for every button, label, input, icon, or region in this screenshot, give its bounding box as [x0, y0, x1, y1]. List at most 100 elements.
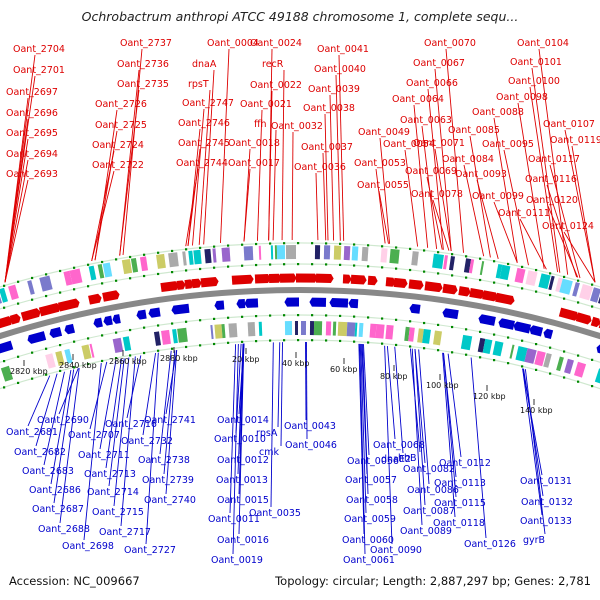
- forward-gene-label: dnaA: [192, 59, 217, 70]
- feature-block: [0, 296, 3, 304]
- ring-dot: [213, 342, 216, 346]
- ring-dot: [87, 362, 90, 366]
- ring-dot: [227, 341, 230, 344]
- reverse-gene-arrow: [329, 298, 349, 308]
- reverse-gene-label: Oant_0035: [249, 508, 301, 519]
- ring-dot: [59, 369, 62, 373]
- forward-gene-arrow: [38, 302, 61, 317]
- forward-label-connector: [94, 109, 118, 261]
- reverse-gene-label: Oant_0086: [407, 485, 459, 496]
- genome-summary-text: Topology: circular; Length: 2,887,297 bp…: [275, 574, 591, 588]
- ring-dot: [465, 353, 468, 356]
- reverse-label-connector: [524, 369, 546, 535]
- reverse-gene-label: Oant_0014: [217, 415, 269, 426]
- reverse-gene-label: Oant_0019: [211, 555, 263, 566]
- forward-gene-label: Oant_0098: [496, 92, 548, 103]
- reverse-gene-label: Oant_0015: [217, 495, 269, 506]
- ring-dot: [451, 325, 454, 329]
- ring-dot: [171, 249, 174, 253]
- ring-dot: [297, 242, 300, 245]
- scale-ticks: 2820 kbp 2840 kbp 2860 kbp 2880 kbp 20 kbp 40…: [10, 347, 553, 415]
- forward-label-connector: [122, 48, 143, 256]
- forward-gene-label: Oant_0078: [411, 189, 463, 200]
- feature-block: [160, 329, 171, 345]
- ring-dot: [115, 331, 118, 334]
- forward-gene-label: Oant_0054: [383, 139, 435, 150]
- feature-block: [573, 361, 587, 378]
- reverse-gene-label: Oant_0058: [346, 495, 398, 506]
- ring-dot: [73, 340, 76, 343]
- reverse-gene-label: Oant_0068: [373, 440, 425, 451]
- forward-label-connector: [291, 131, 294, 241]
- feature-block: [177, 327, 188, 343]
- ring-dot: [269, 339, 272, 342]
- ring-dot: [381, 342, 384, 345]
- feature-block: [313, 321, 323, 336]
- ring-dot: [451, 253, 454, 256]
- ring-dot: [479, 330, 482, 333]
- feature-block: [55, 350, 65, 366]
- reverse-gene-label: Oant_2715: [92, 507, 144, 518]
- forward-gene-label: ffh: [254, 119, 267, 130]
- reverse-label-connector: [145, 352, 159, 545]
- feature-block: [534, 350, 546, 367]
- reverse-gene-label: Oant_2688: [38, 524, 90, 535]
- ring-dot: [143, 351, 146, 355]
- forward-label-connector: [4, 179, 29, 283]
- feature-block: [168, 252, 179, 268]
- feature-block: [448, 255, 456, 271]
- feature-block: [97, 263, 105, 279]
- forward-gene-label: Oant_2696: [6, 108, 58, 119]
- feature-block: [294, 321, 299, 336]
- forward-gene-label: Oant_2697: [6, 87, 58, 98]
- ring-dot: [73, 366, 76, 369]
- ring-dot: [87, 263, 90, 266]
- ring-dot: [339, 242, 342, 245]
- forward-gene-label: Oant_2746: [178, 118, 230, 129]
- ring-dot: [17, 302, 20, 305]
- label-connectors: [4, 48, 596, 555]
- forward-label-connector: [315, 172, 319, 241]
- ring-dot: [493, 359, 496, 362]
- forward-label-connector: [529, 86, 559, 273]
- forward-label-connector: [185, 168, 199, 247]
- reverse-gene-arrow: [0, 340, 14, 354]
- ring-dot: [185, 345, 188, 349]
- reverse-gene-label: gyrB: [523, 535, 545, 546]
- ring-dot: [45, 373, 48, 376]
- forward-gene-label: Oant_2745: [178, 138, 230, 149]
- scale-tick-label: 40 kbp: [282, 359, 310, 368]
- ring-dot: [241, 243, 244, 246]
- forward-label-connector: [324, 113, 329, 241]
- ring-dot: [521, 339, 524, 342]
- forward-label-connector: [564, 129, 596, 283]
- reverse-gene-arrow: [112, 314, 121, 324]
- forward-label-connector: [281, 69, 285, 241]
- ring-dot: [535, 290, 538, 293]
- forward-label-connector: [4, 159, 29, 283]
- reverse-gene-label: Oant_2741: [144, 415, 196, 426]
- feature-block: [337, 321, 348, 337]
- forward-gene-label: Oant_2694: [6, 149, 58, 160]
- feature-block: [538, 273, 551, 290]
- reverse-label-connector: [83, 363, 102, 541]
- reverse-gene-label: rpsA: [256, 428, 278, 439]
- forward-gene-arrow: [0, 316, 13, 329]
- forward-gene-arrow: [482, 290, 498, 302]
- ring-dot: [73, 266, 76, 269]
- feature-block: [247, 322, 256, 337]
- feature-block: [499, 264, 511, 281]
- forward-label-connector: [272, 129, 277, 241]
- ring-dot: [535, 342, 538, 346]
- forward-label-connector: [91, 170, 115, 261]
- forward-gene-label: Oant_2722: [92, 160, 144, 171]
- reverse-gene-label: Oant_2714: [87, 487, 139, 498]
- feature-block: [204, 248, 212, 264]
- scale-tick-label: 80 kbp: [380, 372, 408, 381]
- forward-gene-label: Oant_2744: [176, 158, 228, 169]
- feature-block: [212, 248, 217, 263]
- reverse-gene-label: Oant_0131: [520, 476, 572, 487]
- ring-dot: [185, 320, 188, 323]
- ring-dot: [143, 326, 146, 329]
